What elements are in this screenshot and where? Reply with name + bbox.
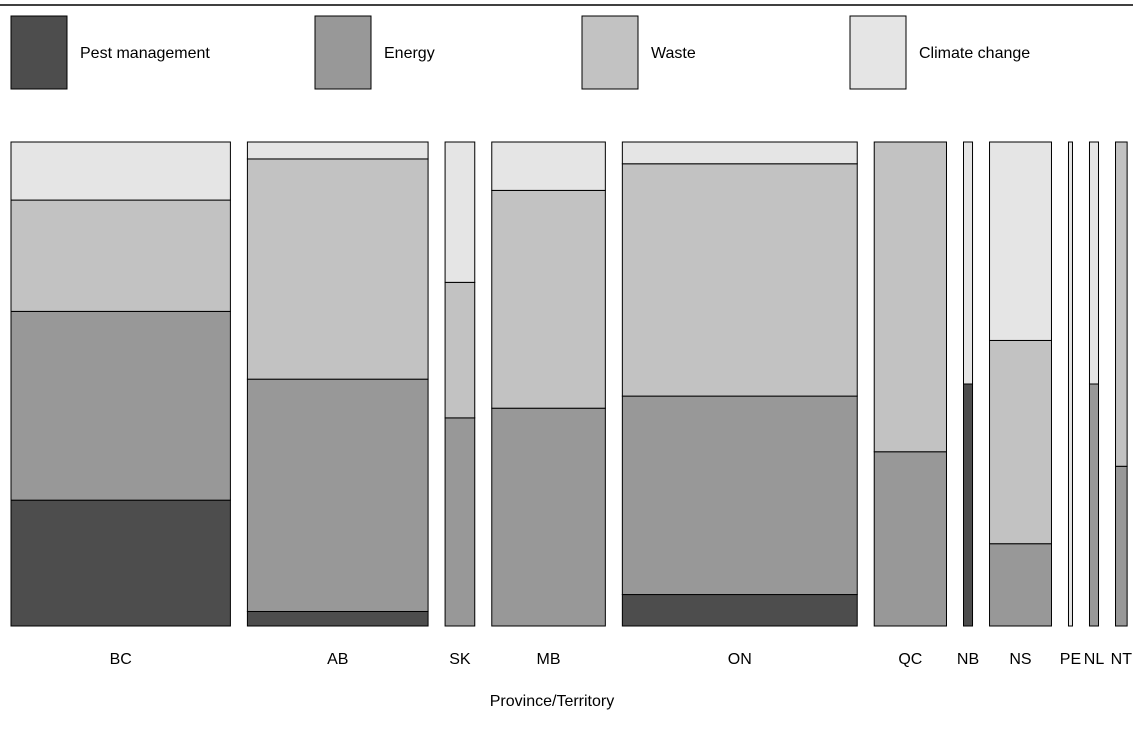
tile-ab-waste (246, 158, 429, 380)
tile-mb-waste (491, 189, 606, 409)
legend-label-pest-management: Pest management (80, 45, 210, 62)
x-tick-label-qc: QC (898, 651, 922, 668)
tile-on-climate-change (621, 141, 858, 165)
legend-label-climate-change: Climate change (919, 45, 1030, 62)
tile-on-energy (621, 395, 858, 596)
x-tick-label-mb: MB (537, 651, 561, 668)
legend-label-energy: Energy (384, 45, 435, 62)
tile-ns-waste (989, 339, 1052, 545)
x-tick-labels: BC AB SK MB ON QC NB NS PE NL NT (110, 651, 1133, 668)
legend-label-waste: Waste (651, 45, 696, 62)
tile-ns-climate-change (989, 141, 1052, 341)
tile-nb-pest-management (963, 383, 974, 627)
x-tick-label-nt: NT (1111, 651, 1133, 668)
legend: Pest management Energy Waste Climate change (10, 15, 1030, 90)
tile-nl-climate-change (1088, 141, 1100, 385)
x-tick-label-on: ON (728, 651, 752, 668)
x-axis-label: Province/Territory (490, 693, 614, 710)
tile-ab-pest-management (246, 610, 429, 627)
x-tick-label-ns: NS (1009, 651, 1031, 668)
x-tick-label-sk: SK (449, 651, 471, 668)
tile-sk-climate-change (444, 141, 476, 283)
tile-bc-pest-management (10, 499, 231, 627)
tile-sk-waste (444, 281, 476, 419)
tile-bc-waste (10, 199, 231, 312)
legend-swatch-pest-management (10, 15, 68, 90)
x-tick-label-ab: AB (327, 651, 348, 668)
tile-on-waste (621, 163, 858, 397)
legend-swatch-waste (581, 15, 639, 90)
legend-swatch-energy (314, 15, 372, 90)
tile-ab-energy (246, 378, 429, 612)
tile-qc-energy (873, 451, 947, 627)
tile-bc-energy (10, 310, 231, 501)
x-tick-label-bc: BC (110, 651, 132, 668)
tile-nt-energy (1115, 465, 1128, 627)
tile-mb-energy (491, 407, 606, 627)
tile-pe-climate-change (1067, 141, 1073, 627)
tile-qc-waste (873, 141, 947, 453)
legend-swatch-climate-change (849, 15, 907, 90)
x-tick-label-nl: NL (1084, 651, 1105, 668)
tile-ns-energy (989, 543, 1052, 627)
tile-on-pest-management (621, 594, 858, 627)
x-tick-label-pe: PE (1060, 651, 1081, 668)
tile-sk-energy (444, 417, 476, 627)
tile-mb-climate-change (491, 141, 606, 191)
mosaic-tiles (10, 141, 1128, 627)
x-tick-label-nb: NB (957, 651, 979, 668)
tile-ab-climate-change (246, 141, 429, 160)
tile-bc-climate-change (10, 141, 231, 201)
tile-nl-energy (1088, 383, 1100, 627)
tile-nb-climate-change (963, 141, 974, 385)
tile-nt-waste (1115, 141, 1128, 467)
